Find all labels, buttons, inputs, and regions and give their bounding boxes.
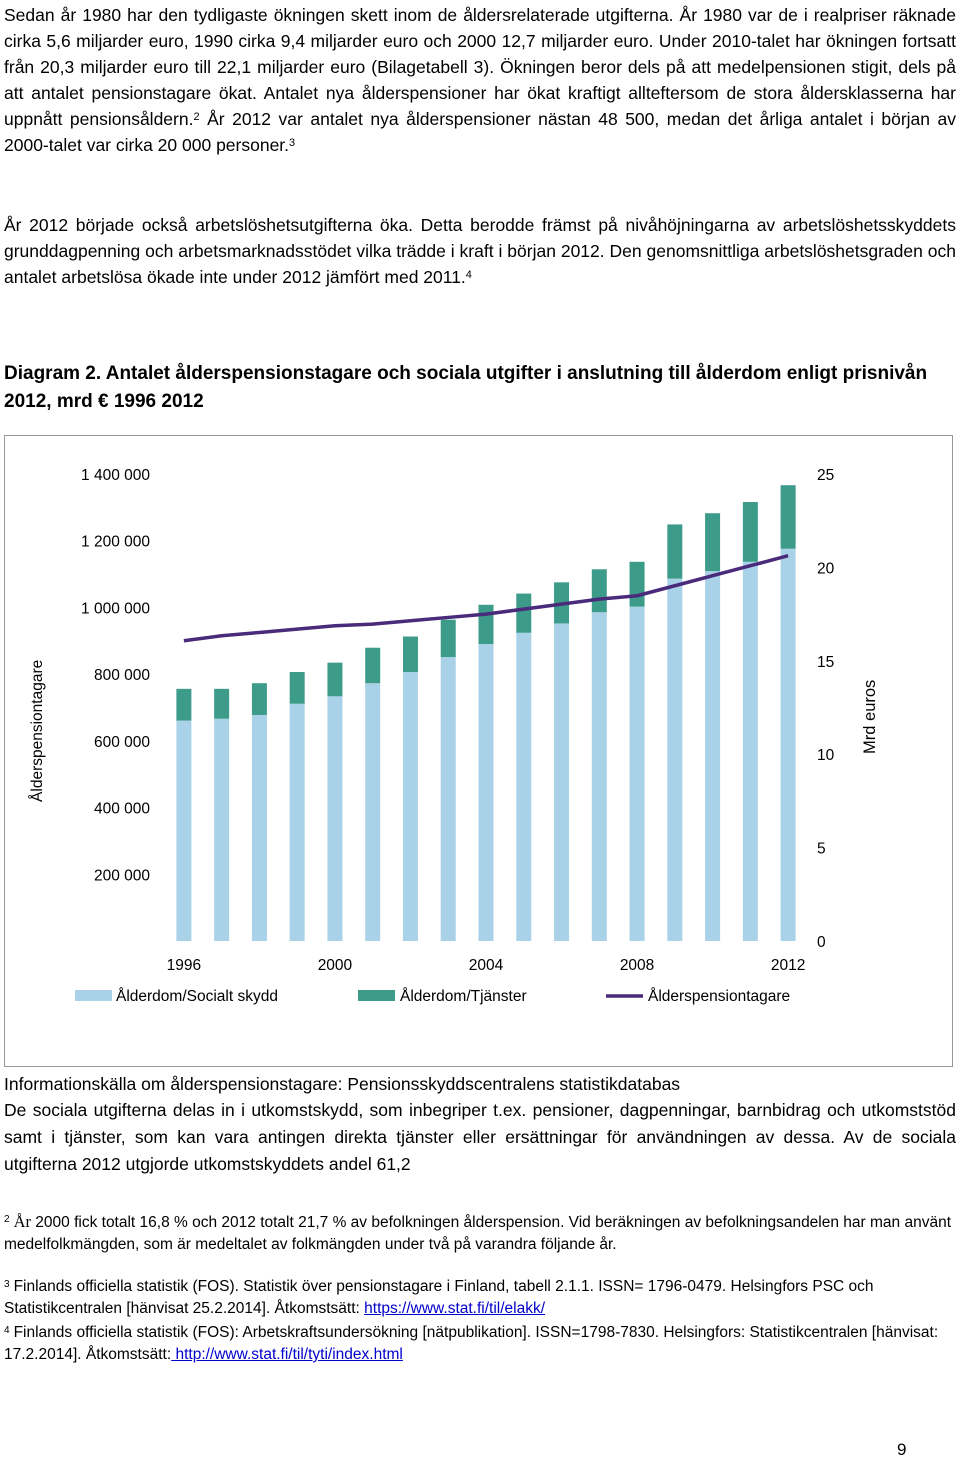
- y-left-tick-label: 1 400 000: [81, 467, 150, 484]
- bar-services: [742, 502, 758, 562]
- bar-services: [402, 636, 418, 673]
- y-left-tick-label: 600 000: [94, 734, 150, 751]
- footnote-2-lead: År: [13, 1212, 31, 1231]
- y-left-tick-label: 1 000 000: [81, 600, 150, 617]
- x-tick-label: 2000: [318, 957, 353, 974]
- bar-social-security: [176, 720, 192, 941]
- line-pensioners: [183, 554, 789, 643]
- bar-social-security: [516, 632, 532, 941]
- bar-services: [705, 513, 721, 572]
- paragraph-unemployment-text: År 2012 började också arbetslöshetsutgif…: [4, 215, 956, 287]
- bar-social-security: [251, 714, 267, 941]
- bar-services: [251, 683, 267, 715]
- footnote-3-text: Finlands officiella statistik (FOS). Sta…: [4, 1278, 874, 1317]
- legend-swatch-services: [358, 990, 395, 1001]
- bar-services: [214, 688, 230, 719]
- bar-services: [780, 485, 796, 549]
- bar-social-security: [402, 672, 418, 941]
- footnote-3: 3 Finlands officiella statistik (FOS). St…: [4, 1276, 956, 1320]
- bar-services: [667, 524, 683, 579]
- legend-swatch-social-security: [75, 990, 112, 1001]
- footnote-4-text: Finlands officiella statistik (FOS): Arb…: [4, 1324, 939, 1363]
- bar-services: [289, 672, 305, 704]
- bar-services: [629, 561, 645, 607]
- x-tick-label: 2004: [469, 957, 504, 974]
- bar-services: [591, 569, 607, 613]
- x-tick-label: 2012: [771, 957, 805, 974]
- bar-social-security: [742, 561, 758, 941]
- description-paragraph: De sociala utgifterna delas in i utkomst…: [4, 1100, 956, 1174]
- bar-services: [440, 619, 456, 658]
- footnote-ref-4: 4: [465, 269, 472, 281]
- bar-services: [365, 647, 381, 684]
- x-tick-label: 1996: [167, 957, 201, 974]
- bar-social-security: [780, 548, 796, 941]
- paragraph-unemployment: År 2012 började också arbetslöshetsutgif…: [4, 212, 956, 290]
- footnote-2-number: 2: [4, 1214, 10, 1225]
- bar-services: [176, 688, 192, 721]
- paragraph-intro-text-b: År 2012 var antalet nya ålderspensioner …: [4, 109, 956, 155]
- paragraph-intro: Sedan år 1980 har den tydligaste ökninge…: [4, 2, 956, 158]
- bar-social-security: [667, 578, 683, 941]
- bar-social-security: [591, 612, 607, 941]
- footnote-4: 4 Finlands officiella statistik (FOS): Ar…: [4, 1322, 956, 1366]
- y-right-tick-label: 20: [817, 560, 835, 577]
- footnote-2-text: 2000 fick totalt 16,8 % och 2012 totalt …: [4, 1214, 952, 1253]
- legend-label-social-security: Ålderdom/Socialt skydd: [116, 988, 278, 1005]
- source-line: Informationskälla om ålderspensionstagar…: [4, 1074, 681, 1094]
- y-right-tick-label: 10: [817, 747, 835, 764]
- legend-label-pensioners: Ålderspensiontagare: [648, 988, 790, 1005]
- footnote-3-link[interactable]: https://www.stat.fi/til/elakk/: [364, 1300, 546, 1317]
- paragraph-intro-text: Sedan år 1980 har den tydligaste ökninge…: [4, 5, 956, 129]
- page-number: 9: [897, 1440, 907, 1459]
- y-left-tick-label: 400 000: [94, 801, 150, 818]
- bar-social-security: [327, 696, 343, 941]
- y-right-tick-label: 5: [817, 841, 826, 858]
- footnote-2: 2 År 2000 fick totalt 16,8 % och 2012 tot…: [4, 1211, 956, 1256]
- bar-social-security: [214, 718, 230, 941]
- footnote-ref-3: 3: [289, 137, 296, 149]
- x-tick-label: 2008: [620, 957, 654, 974]
- chart-frame: 1 400 000 1 200 000 1 000 000 800 000 600 00…: [4, 435, 953, 1067]
- bar-social-security: [478, 643, 494, 941]
- y-left-tick-label: 800 000: [94, 667, 150, 684]
- bar-social-security: [705, 571, 721, 941]
- y-right-tick-label: 0: [817, 934, 826, 951]
- bar-social-security: [554, 623, 570, 941]
- y-left-tick-label: 1 200 000: [81, 534, 150, 551]
- bar-services: [478, 604, 494, 644]
- legend-label-services: Ålderdom/Tjänster: [400, 988, 527, 1005]
- bar-social-security: [440, 657, 456, 941]
- footnote-4-link[interactable]: http://www.stat.fi/til/tyti/index.html: [171, 1346, 403, 1363]
- footnote-4-number: 4: [4, 1325, 10, 1336]
- footnote-ref-2: 2: [193, 111, 200, 123]
- diagram-title: Diagram 2. Antalet ålderspensionstagare …: [4, 363, 928, 412]
- bar-social-security: [289, 703, 305, 941]
- chart-svg: 1 400 000 1 200 000 1 000 000 800 000 600 00…: [29, 467, 879, 1005]
- y-left-axis-title: Ålderspensiontagare: [29, 660, 46, 802]
- bar-services: [516, 593, 532, 633]
- y-right-tick-label: 15: [817, 654, 834, 671]
- footnote-3-number: 3: [4, 1279, 10, 1290]
- bar-services: [327, 662, 343, 697]
- bar-social-security: [365, 683, 381, 941]
- y-right-axis-title: Mrd euros: [861, 680, 879, 754]
- y-right-tick-label: 25: [817, 467, 834, 484]
- bar-social-security: [629, 606, 645, 941]
- y-left-tick-label: 200 000: [94, 867, 150, 884]
